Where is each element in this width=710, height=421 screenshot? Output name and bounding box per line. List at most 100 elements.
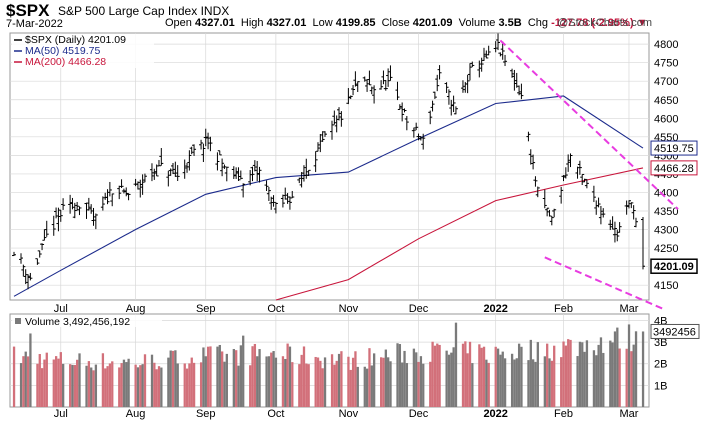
month-label: Feb [554, 303, 573, 315]
ohlc-bar [395, 81, 400, 101]
volume-bar [288, 346, 292, 407]
ohlc-bar [269, 196, 274, 210]
volume-bar [256, 356, 259, 407]
volume-bar [90, 367, 93, 407]
volume-bar [155, 369, 158, 407]
ohlc-bar [612, 221, 617, 243]
ohlc-bar [290, 190, 295, 199]
ohlc-bar [91, 207, 96, 226]
ohlc-bar [222, 164, 227, 169]
ohlc-bar [528, 149, 533, 165]
volume-bar [239, 345, 243, 407]
volume-bar [520, 346, 523, 407]
ohlc-bar [568, 153, 573, 168]
ohlc-bar [432, 91, 437, 99]
volume-bar [62, 363, 65, 407]
volume-bar [321, 368, 324, 407]
ohlc-bar [51, 215, 56, 236]
volume-bar [141, 364, 144, 407]
volume-bar [209, 346, 212, 407]
volume-bar [265, 356, 268, 407]
ohlc-bar [451, 95, 456, 113]
volume-bar [232, 348, 235, 407]
volume-bar [461, 343, 465, 407]
price-tick-label: 4300 [654, 225, 678, 237]
ohlc-bar [362, 76, 367, 82]
legend-ma50-text: MA(50) 4519.75 [25, 45, 100, 57]
price-tick-label: 4400 [654, 187, 678, 199]
volume-tick-label: 1B [654, 380, 667, 392]
ohlc-bar [299, 172, 304, 188]
volume-bar [122, 359, 126, 407]
volume-bar [106, 366, 109, 407]
volume-bar [445, 350, 448, 407]
ohlc-bar [402, 108, 407, 113]
ohlc-bar [617, 222, 622, 233]
ohlc-bar [107, 181, 112, 197]
month-label: Dec [409, 408, 429, 420]
low-label: Low [312, 17, 333, 29]
ohlc-bar [486, 45, 491, 56]
volume-bar [92, 370, 95, 407]
volume-bar [167, 357, 170, 407]
ohlc-bar [500, 41, 505, 60]
volume-bar [26, 356, 30, 407]
volume-bar [534, 361, 537, 407]
volume-bar [204, 356, 207, 407]
ohlc-bar [70, 197, 75, 210]
stockcharts-watermark[interactable]: @StockCharts.com [557, 17, 652, 29]
volume-legend-box [12, 315, 162, 327]
ohlc-bar [166, 170, 171, 187]
ohlc-bar [201, 143, 206, 163]
volume-bar [237, 365, 240, 407]
volume-bar [169, 350, 172, 407]
ohlc-bar [121, 188, 126, 194]
volume-bar [510, 353, 514, 407]
volume-tick-label: 3B [654, 337, 667, 349]
ohlc-bar [35, 258, 40, 265]
ohlc-bar [44, 220, 49, 237]
ohlc-bar [563, 167, 568, 179]
volume-bar [284, 358, 287, 407]
ohlc-bar [330, 120, 335, 140]
ohlc-bar [584, 179, 589, 189]
value-tag-box [650, 258, 698, 274]
value-tag-box [650, 160, 698, 176]
ohlc-bar [105, 189, 110, 205]
volume-bar [372, 353, 376, 407]
volume-bar [183, 363, 186, 407]
ohlc-bar [591, 185, 596, 203]
ohlc-bar [313, 151, 318, 173]
ohlc-bar [208, 136, 213, 152]
ohlc-bar [264, 180, 269, 191]
volume-bar [382, 357, 385, 407]
month-label: Aug [126, 408, 146, 420]
month-label: Mar [619, 303, 638, 315]
ohlc-bar [173, 161, 178, 177]
ohlc-bar [140, 174, 145, 195]
volume-bar [272, 351, 275, 407]
ohlc-bar [444, 82, 449, 94]
ohlc-bar [220, 158, 225, 177]
ohlc-bar [135, 181, 140, 190]
month-label: Sep [196, 408, 216, 420]
ohlc-bar [26, 274, 31, 290]
ohlc-bar [629, 202, 634, 209]
volume-bar [143, 354, 147, 407]
month-label: Jul [54, 303, 68, 315]
volume-bar [176, 363, 179, 407]
ohlc-bar [418, 136, 423, 141]
volume-bar [592, 350, 596, 407]
ohlc-bar [89, 204, 94, 214]
volume-bar [139, 365, 142, 407]
ohlc-bar [355, 81, 360, 92]
open-value: 4327.01 [194, 17, 235, 29]
ohlc-bar [404, 115, 409, 131]
volume-tick-label: 2B [654, 359, 667, 371]
ohlc-bar [397, 104, 402, 110]
volume-bar [223, 361, 226, 407]
ohlc-bar [608, 219, 613, 231]
ticker-symbol: $SPX [6, 1, 50, 20]
volume-bar [433, 345, 437, 407]
volume-bar [216, 346, 219, 407]
